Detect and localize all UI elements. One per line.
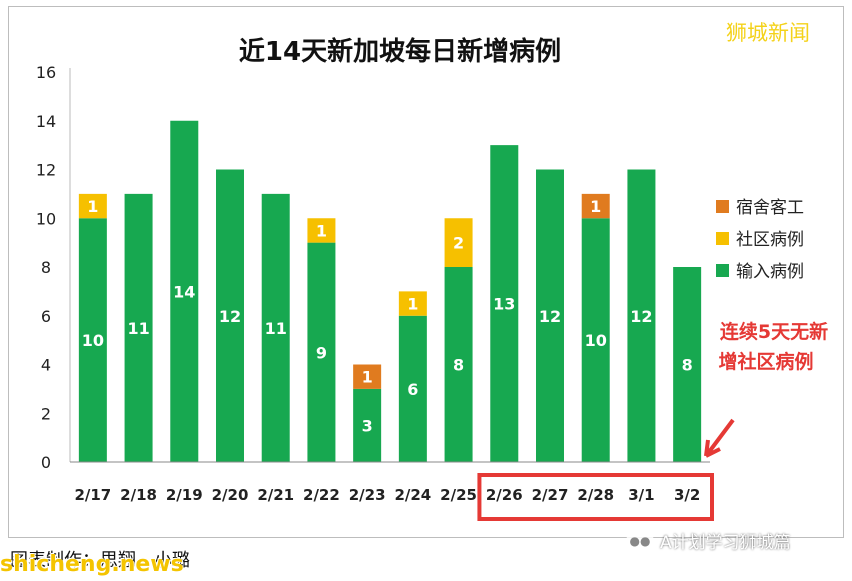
bar-segment	[353, 364, 382, 389]
bar-value-label: 1	[362, 368, 373, 387]
bar-segment	[536, 169, 564, 462]
legend-label: 输入病例	[736, 262, 804, 282]
bar-value-label: 12	[630, 307, 652, 326]
legend-label: 社区病例	[736, 230, 804, 250]
annotation-line-2: 增社区病例	[718, 350, 813, 373]
wechat-icon: ●●	[626, 529, 654, 552]
x-tick-label: 2/27	[532, 486, 569, 504]
watermark-text: 狮城新闻	[726, 21, 810, 45]
x-tick-label: 2/19	[166, 486, 203, 504]
bar-value-label: 1	[407, 295, 418, 314]
bar-value-label: 10	[82, 331, 104, 350]
bar-segment	[444, 267, 473, 462]
x-tick-label: 2/21	[257, 486, 294, 504]
legend-label: 宿舍客工	[736, 198, 804, 218]
y-tick-label: 2	[41, 404, 51, 423]
wechat-account: A计划学习狮城篇	[660, 533, 791, 553]
y-tick-label: 6	[41, 307, 51, 326]
bar-value-label: 9	[316, 343, 327, 362]
annotation-line-1: 连续5天无新	[720, 320, 828, 343]
x-tick-label: 3/1	[628, 486, 654, 504]
bar-segment	[261, 193, 290, 462]
y-tick-label: 16	[36, 63, 56, 82]
bar-value-label: 11	[265, 319, 287, 338]
bar-value-label: 1	[590, 197, 601, 216]
bar-segment	[581, 218, 610, 462]
bar-segment	[398, 315, 427, 462]
x-tick-label: 2/20	[212, 486, 249, 504]
bar-segment	[398, 291, 427, 316]
bar-value-label: 12	[539, 307, 561, 326]
bar-value-label: 2	[453, 234, 464, 253]
bar-value-label: 1	[316, 221, 327, 240]
y-tick-label: 0	[41, 453, 51, 472]
y-tick-label: 14	[36, 112, 56, 131]
bar-segment	[78, 193, 107, 219]
bar-segment	[490, 145, 519, 462]
bar-segment	[353, 388, 382, 462]
bar-value-label: 10	[585, 331, 607, 350]
highlight-box	[477, 473, 714, 521]
bar-value-label: 6	[407, 380, 418, 399]
legend-swatch	[716, 264, 729, 277]
bar-value-label: 14	[173, 282, 195, 301]
bar-segment	[581, 193, 610, 219]
y-axis: 0 2 4 6 8 10 12 14 16	[36, 63, 71, 472]
credit-text: 图表制作：思翔、小璐	[10, 550, 190, 571]
y-tick-label: 4	[41, 356, 51, 375]
x-tick-label: 2/22	[303, 486, 340, 504]
bar-value-label: 1	[87, 197, 98, 216]
x-tick-label: 2/24	[394, 486, 431, 504]
bar-segment	[444, 218, 473, 267]
x-tick-label: 2/23	[349, 486, 386, 504]
legend-swatch	[716, 200, 729, 213]
bar-segment	[627, 169, 656, 462]
x-tick-label: 2/25	[440, 486, 477, 504]
bar-segment	[124, 193, 153, 462]
bar-value-label: 3	[362, 416, 373, 435]
bar-segment	[170, 120, 199, 462]
bar-value-label: 8	[682, 356, 693, 375]
y-tick-label: 8	[41, 258, 51, 277]
wechat-badge: ●● A计划学习狮城篇	[626, 528, 791, 553]
x-tick-label: 2/17	[74, 486, 111, 504]
x-tick-label: 2/28	[577, 486, 614, 504]
bar-segment	[216, 169, 244, 462]
y-tick-label: 12	[36, 161, 56, 180]
legend-swatch	[716, 232, 729, 245]
x-tick-label: 3/2	[674, 486, 700, 504]
bar-segment	[78, 218, 107, 462]
chart-title: 近14天新加坡每日新增病例	[239, 36, 561, 67]
bar-segment	[673, 267, 702, 462]
bar-segment	[307, 242, 336, 462]
arrow-icon	[704, 418, 735, 458]
x-axis: 2/17 2/18 2/19 2/20 2/21 2/22 2/23 2/24 2/25 2/26…	[70, 461, 710, 504]
bar-value-label: 11	[127, 319, 149, 338]
x-tick-label: 2/18	[120, 486, 157, 504]
bar-value-label: 8	[453, 356, 464, 375]
bar-value-label: 12	[219, 307, 241, 326]
x-tick-label: 2/26	[486, 486, 523, 504]
y-tick-label: 10	[36, 209, 56, 228]
bar-segment	[307, 218, 336, 243]
site-watermark: shicheng.news	[0, 552, 184, 577]
bar-value-label: 13	[493, 295, 515, 314]
